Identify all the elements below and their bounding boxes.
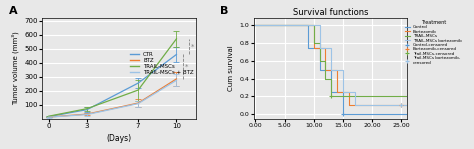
Y-axis label: Cum survival: Cum survival [228, 46, 234, 91]
Y-axis label: Tumor volume (mm³): Tumor volume (mm³) [11, 32, 19, 105]
X-axis label: (Days): (Days) [106, 134, 131, 143]
Text: *: * [185, 64, 188, 70]
Text: B: B [220, 6, 228, 16]
Text: A: A [9, 6, 17, 16]
Title: Survival functions: Survival functions [292, 8, 368, 17]
Legend: CTR, BTZ, TRAIL-MSCs, TRAIL-MSCs + BTZ: CTR, BTZ, TRAIL-MSCs, TRAIL-MSCs + BTZ [128, 50, 196, 77]
Legend: Control, Bortezomib, TRAIL-MSCs, TRAIL-MSCs bortezomib, Control-censored, Bortez: Control, Bortezomib, TRAIL-MSCs, TRAIL-M… [404, 18, 463, 66]
Text: *: * [191, 44, 194, 50]
